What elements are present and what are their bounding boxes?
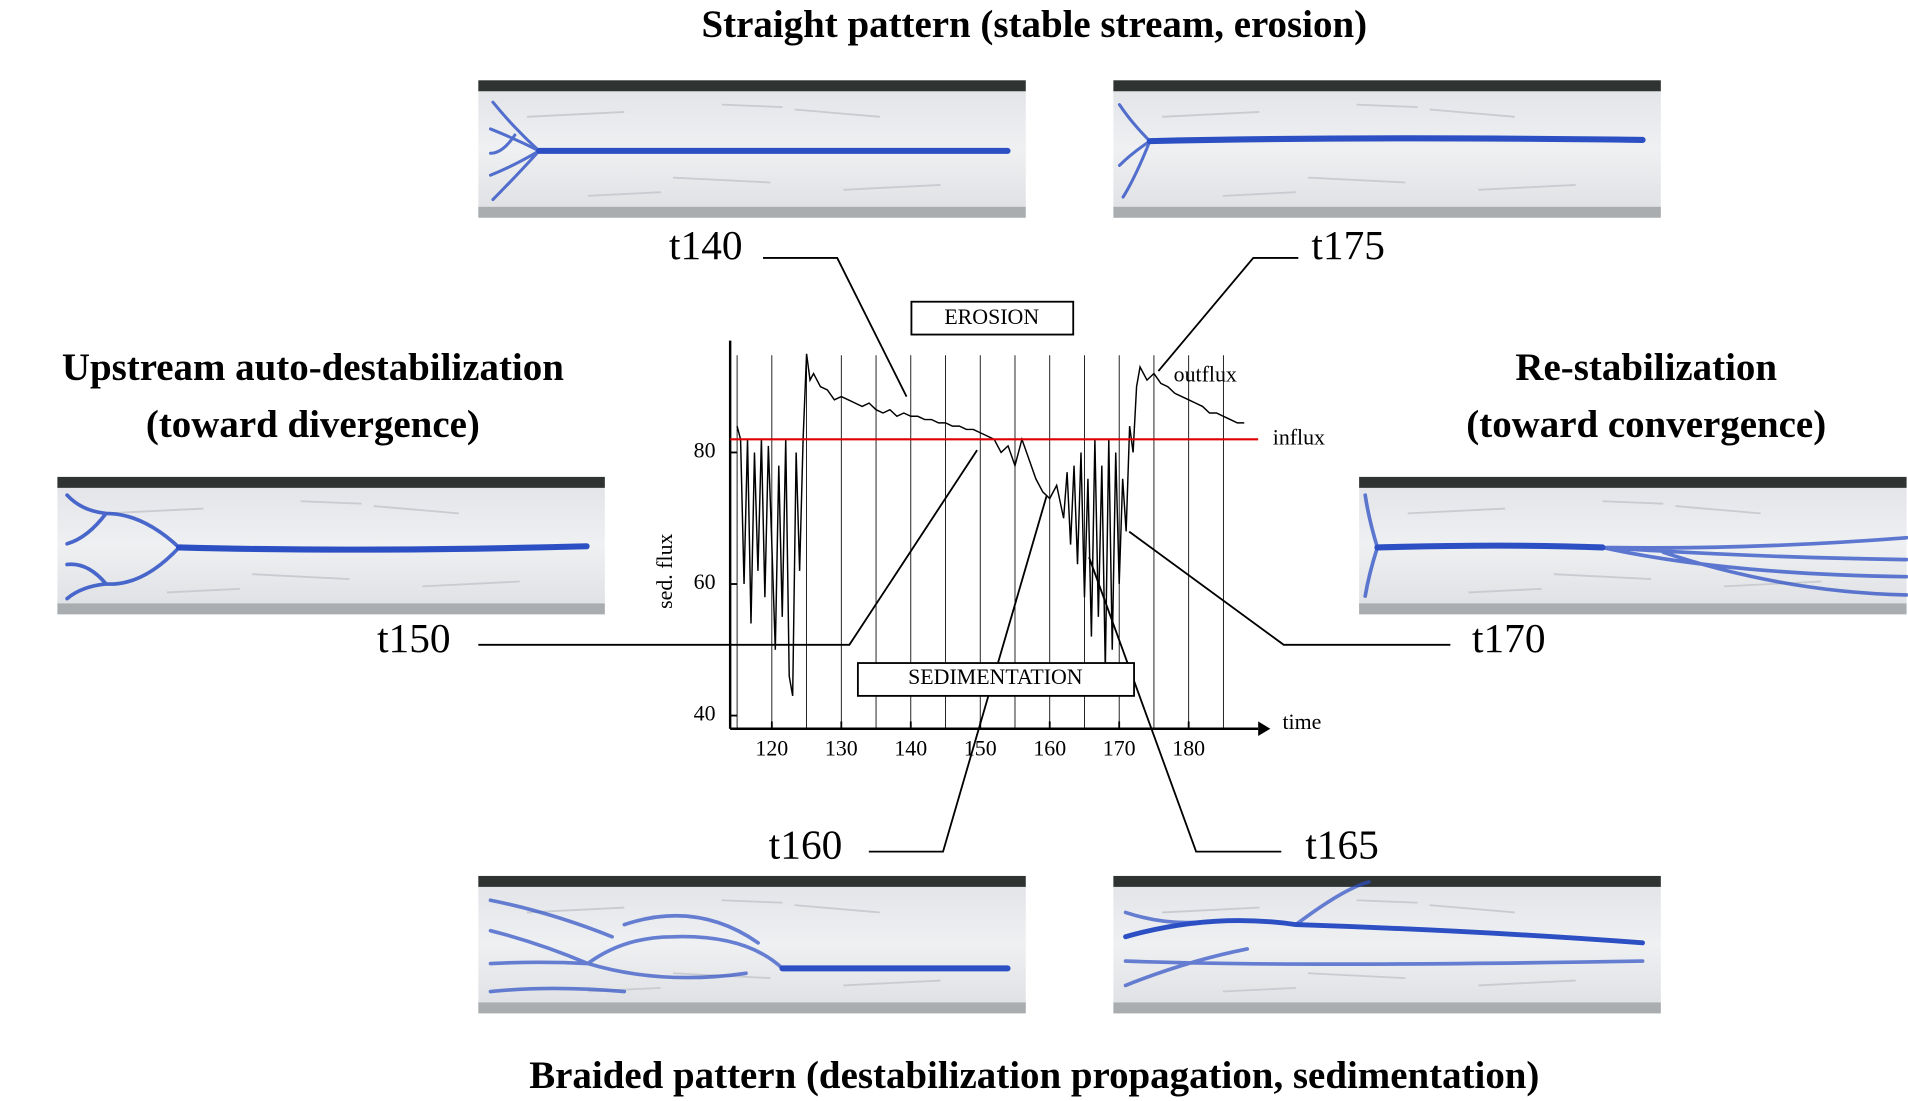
x-tick-label: 160 [1033,736,1066,761]
annotation-box [856,662,1135,697]
river-panel [1112,79,1662,219]
leader-line [478,449,978,646]
time-label: t175 [1311,222,1385,268]
series-line [736,353,1245,696]
x-tick-label: 140 [894,736,927,761]
leader-line [1128,530,1451,646]
panel-title: (toward convergence) [1466,403,1826,446]
leader-line [1088,556,1282,853]
x-axis-label: time [1282,709,1321,734]
time-label: t170 [1472,615,1546,661]
x-tick-label: 130 [825,736,858,761]
x-axis-arrow [1258,721,1271,737]
panel-title: Upstream auto-destabilization [62,346,564,389]
x-tick-label: 150 [964,736,997,761]
annotation: SEDIMENTATION [908,664,1083,689]
river-panel [477,875,1027,1015]
time-label: t165 [1305,822,1379,868]
leader-line [868,496,1048,853]
leader-line [1157,257,1299,372]
y-tick-label: 40 [694,701,716,726]
time-label: t140 [669,222,743,268]
river-panel [477,79,1027,219]
x-tick-label: 180 [1172,736,1205,761]
x-tick-label: 120 [755,736,788,761]
river-panel [1112,875,1662,1015]
y-tick-label: 80 [694,437,716,462]
river-panel [1358,475,1908,616]
series-label: outflux [1174,362,1237,387]
river-panel [56,475,606,616]
y-tick-label: 60 [694,569,716,594]
panel-title: Braided pattern (destabilization propaga… [529,1054,1539,1097]
leader-line [762,257,908,398]
series-label: influx [1273,424,1325,449]
panel-title: Re-stabilization [1515,346,1777,389]
y-axis-label: sed. flux [652,533,677,608]
time-label: t160 [769,822,843,868]
annotation-box [910,300,1075,336]
panel-title: Straight pattern (stable stream, erosion… [702,3,1368,46]
annotation: EROSION [944,304,1039,329]
x-tick-label: 170 [1103,736,1136,761]
time-label: t150 [377,615,451,661]
panel-title: (toward divergence) [146,403,480,446]
